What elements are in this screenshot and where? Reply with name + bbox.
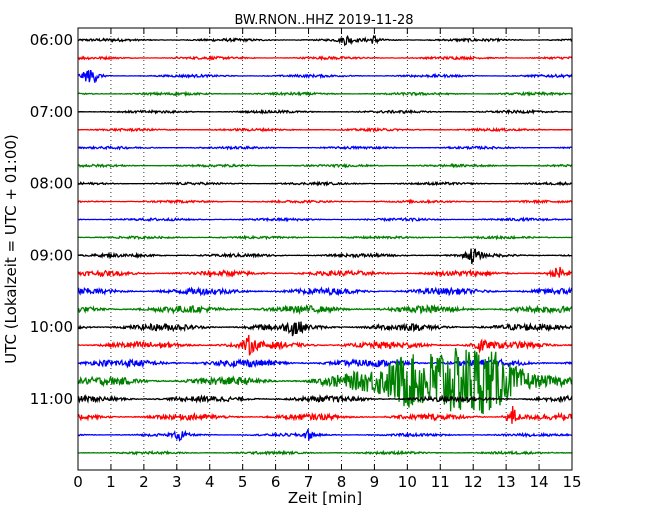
x-tick-label: 10 bbox=[398, 473, 417, 491]
trace-layer bbox=[77, 34, 573, 456]
x-tick-label: 12 bbox=[464, 473, 483, 491]
trace-1145 bbox=[78, 449, 573, 456]
x-tick-label: 5 bbox=[238, 473, 248, 491]
trace-0830 bbox=[77, 216, 573, 223]
trace-0930 bbox=[77, 286, 573, 297]
y-tick-label: 07:00 bbox=[30, 103, 73, 121]
x-tick-label: 11 bbox=[431, 473, 450, 491]
x-tick-label: 1 bbox=[106, 473, 116, 491]
x-tick-label: 7 bbox=[304, 473, 314, 491]
x-tick-label: 13 bbox=[497, 473, 516, 491]
y-tick-label: 11:00 bbox=[30, 390, 73, 408]
trace-0915 bbox=[77, 266, 573, 279]
trace-0815 bbox=[77, 198, 573, 205]
plot-frame bbox=[77, 27, 573, 471]
trace-1115 bbox=[77, 405, 573, 424]
x-tick-label: 4 bbox=[205, 473, 215, 491]
trace-0600 bbox=[77, 34, 572, 47]
x-axis-label: Zeit [min] bbox=[288, 489, 362, 507]
y-tick-label: 10:00 bbox=[30, 318, 73, 336]
y-tick-label: 08:00 bbox=[30, 175, 73, 193]
trace-1130 bbox=[77, 429, 573, 442]
trace-0845 bbox=[77, 234, 573, 241]
x-tick-label: 0 bbox=[73, 473, 83, 491]
x-tick-label: 8 bbox=[337, 473, 347, 491]
trace-0615 bbox=[78, 54, 573, 62]
x-tick-label: 2 bbox=[139, 473, 149, 491]
x-axis: 0 1 2 3 4 5 6 7 8 9 10 11 12 13 14 15 bbox=[73, 28, 582, 491]
y-tick-label: 09:00 bbox=[30, 246, 73, 264]
trace-0745 bbox=[77, 162, 573, 169]
chart-title: BW.RNON..HHZ 2019-11-28 bbox=[234, 13, 413, 28]
trace-0730 bbox=[77, 145, 573, 151]
trace-0945 bbox=[78, 303, 573, 316]
x-tick-label: 6 bbox=[271, 473, 281, 491]
x-tick-label: 14 bbox=[530, 473, 549, 491]
trace-0900 bbox=[77, 248, 573, 265]
trace-0630 bbox=[77, 69, 573, 83]
y-axis-label: UTC (Lokalzeit = UTC + 01:00) bbox=[2, 134, 20, 364]
trace-0800 bbox=[77, 180, 573, 187]
trace-1015 bbox=[78, 334, 573, 356]
trace-1045 bbox=[77, 347, 573, 415]
trace-1100 bbox=[77, 393, 573, 404]
x-tick-label: 9 bbox=[370, 473, 380, 491]
trace-0715 bbox=[77, 126, 573, 133]
trace-0700 bbox=[77, 108, 573, 115]
trace-0645 bbox=[77, 90, 573, 98]
y-tick-label: 06:00 bbox=[30, 31, 73, 49]
trace-1030 bbox=[77, 357, 573, 369]
y-axis: 06:00 07:00 08:00 09:00 10:00 11:00 bbox=[30, 31, 84, 408]
x-tick-label: 15 bbox=[562, 473, 581, 491]
x-tick-label: 3 bbox=[172, 473, 182, 491]
trace-1000 bbox=[77, 321, 573, 337]
